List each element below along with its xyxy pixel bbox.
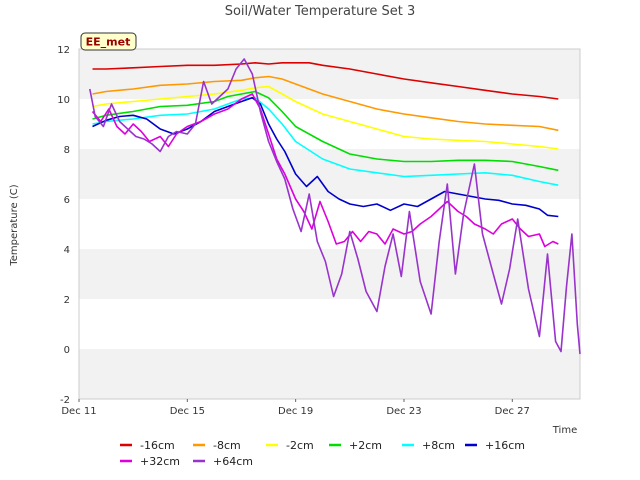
series-line-64cm — [89, 58, 581, 355]
legend-label: +64cm — [213, 455, 253, 468]
y-tick-label: -2 — [60, 395, 70, 406]
site-badge-label: EE_met — [86, 36, 131, 49]
grid-band — [79, 349, 580, 399]
legend-item: +2cm — [329, 439, 382, 452]
x-tick-label: Dec 27 — [495, 406, 530, 417]
chart-title: Soil/Water Temperature Set 3 — [225, 4, 416, 19]
y-tick-label: 8 — [64, 145, 70, 156]
x-axis-title: Time — [552, 425, 577, 436]
grid-band — [79, 249, 580, 299]
legend-label: +32cm — [140, 455, 180, 468]
site-badge-box — [80, 32, 137, 51]
plot-frame — [78, 48, 581, 400]
y-axis-title: Temperature (C) — [9, 184, 20, 266]
grid-band — [79, 49, 580, 99]
legend-label: -2cm — [286, 439, 314, 452]
series-line-2cm — [92, 90, 559, 172]
legend-item: +64cm — [193, 455, 253, 468]
x-tick-label: Dec 11 — [61, 406, 96, 417]
legend-label: -8cm — [213, 439, 241, 452]
y-tick-label: 0 — [64, 345, 70, 356]
y-tick-label: 4 — [64, 245, 70, 256]
legend-item: +16cm — [465, 439, 525, 452]
y-tick-label: 10 — [57, 95, 70, 106]
x-tick-label: Dec 15 — [170, 406, 205, 417]
legend-label: +2cm — [349, 439, 382, 452]
y-axis-ticks: -2 0 2 4 6 8 10 12 — [57, 45, 70, 406]
legend-item: -8cm — [193, 439, 241, 452]
y-tick-label: 2 — [64, 295, 70, 306]
legend-label: +8cm — [422, 439, 455, 452]
legend-item: -16cm — [120, 439, 175, 452]
x-tick-label: Dec 23 — [386, 406, 421, 417]
legend-label: +16cm — [485, 439, 525, 452]
grid-bands — [79, 49, 580, 399]
x-tick-label: Dec 19 — [278, 406, 313, 417]
legend-item: +8cm — [402, 439, 455, 452]
series-lines — [89, 58, 581, 355]
series-line-16cm — [92, 62, 559, 100]
series-line-2cm — [92, 85, 559, 150]
site-badge: EE_met — [80, 32, 137, 51]
legend: -16cm -8cm -2cm +2cm +8cm +16cm +32cm +64cm — [120, 439, 525, 468]
legend-label: -16cm — [140, 439, 175, 452]
y-tick-label: 12 — [57, 45, 70, 56]
legend-item: +32cm — [120, 455, 180, 468]
legend-item: -2cm — [266, 439, 314, 452]
series-line-8cm — [92, 75, 559, 132]
x-axis-ticks: Dec 11 Dec 15 Dec 19 Dec 23 Dec 27 — [61, 399, 530, 417]
y-tick-label: 6 — [64, 195, 70, 206]
